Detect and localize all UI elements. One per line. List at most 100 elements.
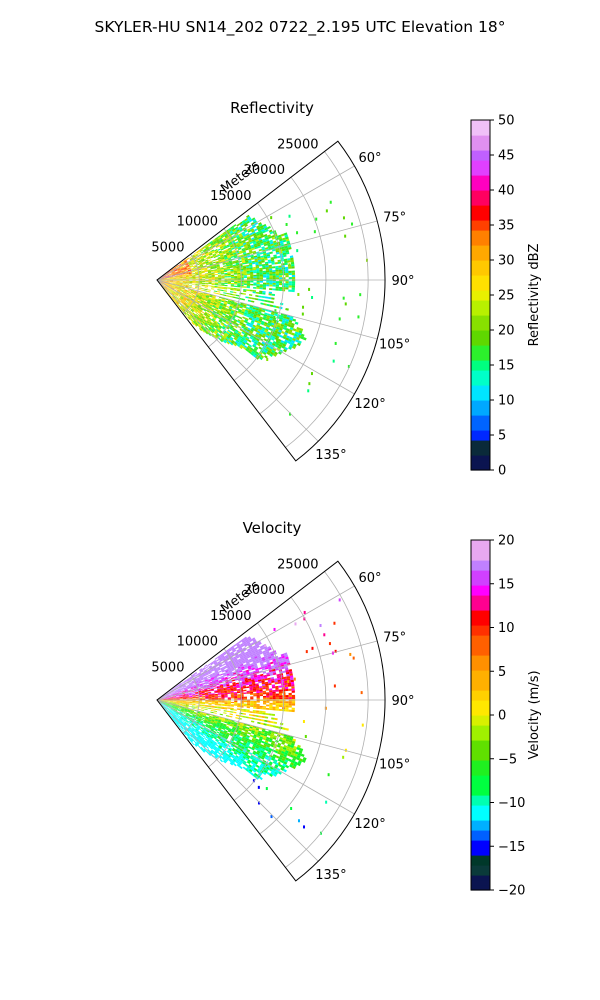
echo-cell: [234, 653, 239, 657]
echo-cell: [172, 703, 177, 705]
echo-cell: [278, 689, 283, 692]
echo-cell: [214, 662, 218, 666]
echo-cell: [221, 300, 225, 303]
colorbar-swatch: [471, 230, 490, 236]
echo-cell: [223, 690, 228, 693]
echo-cell: [201, 298, 205, 301]
echo-cell: [198, 281, 203, 283]
echo-cell: [275, 697, 280, 700]
echo-cell: [286, 316, 290, 320]
colorbar-swatch: [471, 265, 490, 271]
echo-cell: [228, 668, 232, 672]
echo-cell: [213, 255, 217, 258]
echo-cell: [185, 295, 189, 298]
echo-cell: [194, 691, 199, 694]
echo-cell: [200, 300, 204, 304]
echo-cell: [166, 281, 170, 282]
colorbar-swatch: [471, 260, 490, 266]
echo-cell: [260, 647, 265, 651]
echo-cell: [169, 698, 174, 699]
echo-cell: [217, 269, 221, 272]
echo-cell: [163, 282, 167, 284]
echo-cell: [185, 283, 190, 285]
echo-cell: [192, 683, 196, 685]
echo-cell: [236, 269, 241, 271]
echo-cell: [249, 726, 253, 729]
echo-cell: [244, 257, 248, 260]
echo-cell: [208, 717, 212, 720]
echo-cell: [244, 259, 249, 262]
echo-cell: [214, 314, 218, 318]
echo-cell: [278, 693, 283, 696]
echo-cell: [194, 309, 198, 313]
echo-cell: [263, 723, 267, 726]
echo-cell: [243, 304, 247, 307]
echo-cell: [264, 261, 269, 264]
echo-cell: [271, 293, 276, 297]
echo-cell: [279, 660, 284, 664]
echo-cell: [254, 341, 258, 345]
echo-cell: [242, 713, 246, 715]
echo-cell: [298, 330, 303, 334]
echo-cell: [254, 245, 258, 248]
echo-cell: [229, 253, 234, 256]
echo-cell: [226, 267, 231, 270]
echo-cell: [197, 677, 201, 680]
echo-cell: [176, 696, 180, 698]
echo-cell: [257, 245, 262, 249]
echo-cell: [226, 238, 231, 241]
echo-cell: [242, 647, 247, 651]
echo-cell: [287, 743, 292, 748]
echo-cell: [212, 261, 216, 264]
echo-cell: [194, 707, 199, 709]
echo-cell: [211, 702, 215, 704]
echo-cell: [259, 267, 263, 270]
echo-cell: [259, 285, 263, 288]
echo-cell: [160, 700, 164, 702]
echo-cell: [209, 321, 214, 324]
echo-cell: [246, 289, 250, 292]
echo-cell: [198, 699, 203, 700]
echo-cell: [214, 700, 219, 702]
echo-cell: [183, 267, 187, 269]
echo-cell: [274, 680, 278, 683]
echo-cell: [173, 687, 177, 690]
echo-cell: [270, 654, 275, 658]
echo-cell: [179, 283, 183, 285]
echo-cell: [173, 701, 177, 703]
echo-cell: [186, 313, 190, 317]
echo-cell: [182, 299, 186, 302]
echo-cell: [288, 346, 292, 350]
echo-cell: [189, 310, 193, 314]
echo-cell: [185, 263, 189, 266]
echo-cell: [166, 695, 170, 697]
echo-cell: [229, 295, 233, 298]
echo-cell: [213, 267, 217, 269]
echo-cell: [247, 350, 252, 354]
echo-cell: [296, 342, 301, 347]
echo-cell: [288, 289, 292, 292]
echo-cell: [237, 276, 241, 279]
echo-cell: [182, 275, 186, 277]
echo-cell: [198, 700, 203, 702]
echo-cell: [212, 672, 216, 675]
echo-cell: [227, 300, 232, 303]
echo-cell: [239, 334, 244, 338]
echo-cell: [177, 269, 181, 272]
echo-cell: [220, 691, 225, 693]
echo-cell: [233, 686, 237, 689]
echo-cell: [254, 260, 259, 263]
echo-cell: [255, 651, 260, 655]
echo-cell: [216, 311, 220, 314]
echo-cell: [193, 292, 197, 295]
echo-cell: [214, 335, 218, 339]
echo-cell: [166, 703, 170, 705]
echo-cell: [179, 697, 183, 699]
echo-cell: [264, 296, 269, 299]
echo-cell: [258, 686, 263, 689]
echo-cell: [174, 269, 178, 272]
echo-cell: [169, 696, 173, 698]
echo-cell: [218, 298, 222, 301]
echo-cell: [269, 239, 273, 243]
echo-cell: [250, 256, 255, 259]
